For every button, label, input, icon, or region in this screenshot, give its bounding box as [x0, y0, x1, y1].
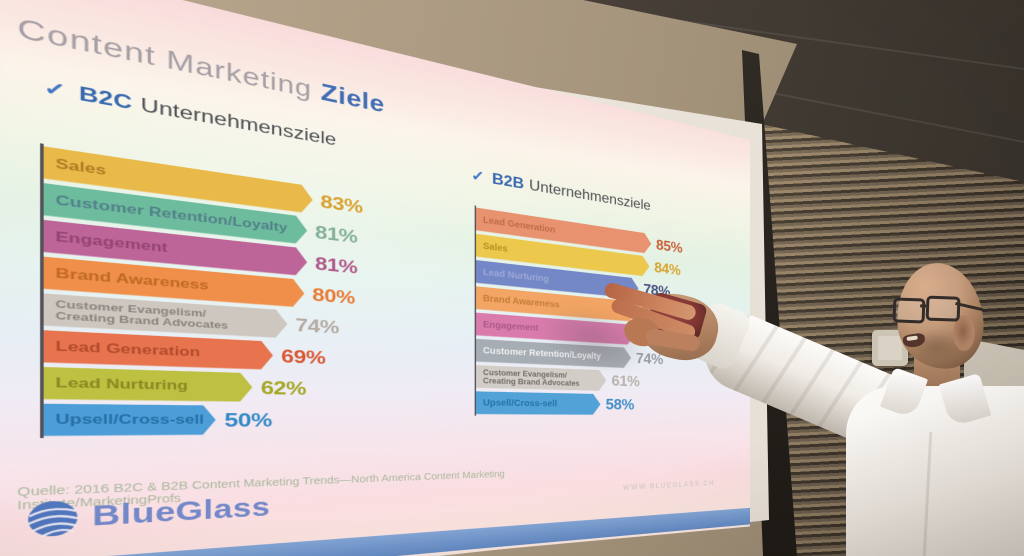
bar-row: Upsell/Cross-sell 50% — [44, 401, 363, 438]
bar-label: Sales — [482, 240, 508, 254]
bar-label: Customer Evangelism/ Creating Brand Advo… — [55, 297, 229, 332]
bar-label: Lead Nurturing — [55, 374, 188, 393]
bar-label: Engagement — [55, 228, 168, 256]
bar-label: Brand Awareness — [55, 265, 209, 293]
blueglass-logo: BlueGlass — [25, 490, 271, 541]
bar-row: Upsell/Cross-sell 58% — [476, 389, 682, 416]
logo-wordmark: BlueGlass — [92, 492, 271, 533]
bar-label: Upsell/Cross-sell — [482, 397, 558, 409]
bar-value: 69% — [281, 344, 326, 368]
bar: Lead Nurturing — [44, 367, 253, 402]
bar-label: Upsell/Cross-sell — [55, 411, 204, 427]
checkmark-icon: ✓ — [471, 166, 485, 186]
bar-value: 50% — [224, 408, 272, 431]
b2c-bar-chart: Sales 83% Customer Retention/Loyalty 81% Eng… — [40, 143, 363, 439]
bar-label: Lead Generation — [482, 214, 556, 235]
bar-value: 62% — [260, 376, 307, 399]
ceiling-seam — [639, 14, 1024, 75]
bar-value: 81% — [314, 220, 358, 247]
bar-value: 58% — [605, 395, 635, 413]
bar: Upsell/Cross-sell — [476, 391, 600, 415]
slide: Content Marketing Ziele ✓ B2C Unternehmens… — [0, 0, 750, 556]
bar-value: 81% — [314, 252, 358, 278]
glasses-right-lens — [925, 295, 961, 322]
bar-value: 80% — [312, 283, 355, 308]
checkmark-icon: ✓ — [43, 76, 67, 102]
bar: Upsell/Cross-sell — [44, 403, 216, 436]
bar-label: Sales — [55, 155, 107, 179]
glasses-icon — [892, 294, 986, 325]
bar-value: 74% — [295, 313, 339, 338]
bar-value: 84% — [654, 258, 681, 279]
glasses-left-lens — [892, 297, 926, 324]
b2b-section-heading: ✓ B2B Unternehmensziele — [471, 166, 650, 214]
bar-label: Lead Nurturing — [482, 266, 549, 284]
b2b-heading-rest: Unternehmensziele — [529, 176, 651, 214]
glasses-bridge — [920, 304, 927, 308]
bar-value: 85% — [656, 235, 683, 257]
globe-icon — [25, 500, 81, 541]
slide-title-accent: Ziele — [320, 78, 385, 118]
presenter-ear — [953, 315, 975, 351]
bar-label: Lead Generation — [55, 338, 201, 360]
bar-value: 83% — [320, 190, 363, 218]
presenter-teeth — [906, 335, 918, 341]
b2b-heading-prefix: B2B — [492, 170, 524, 193]
presenter-shirt — [846, 386, 1024, 556]
footer-url: WWW.BLUEGLASS.CH — [623, 479, 715, 492]
b2c-heading-prefix: B2C — [78, 82, 133, 115]
